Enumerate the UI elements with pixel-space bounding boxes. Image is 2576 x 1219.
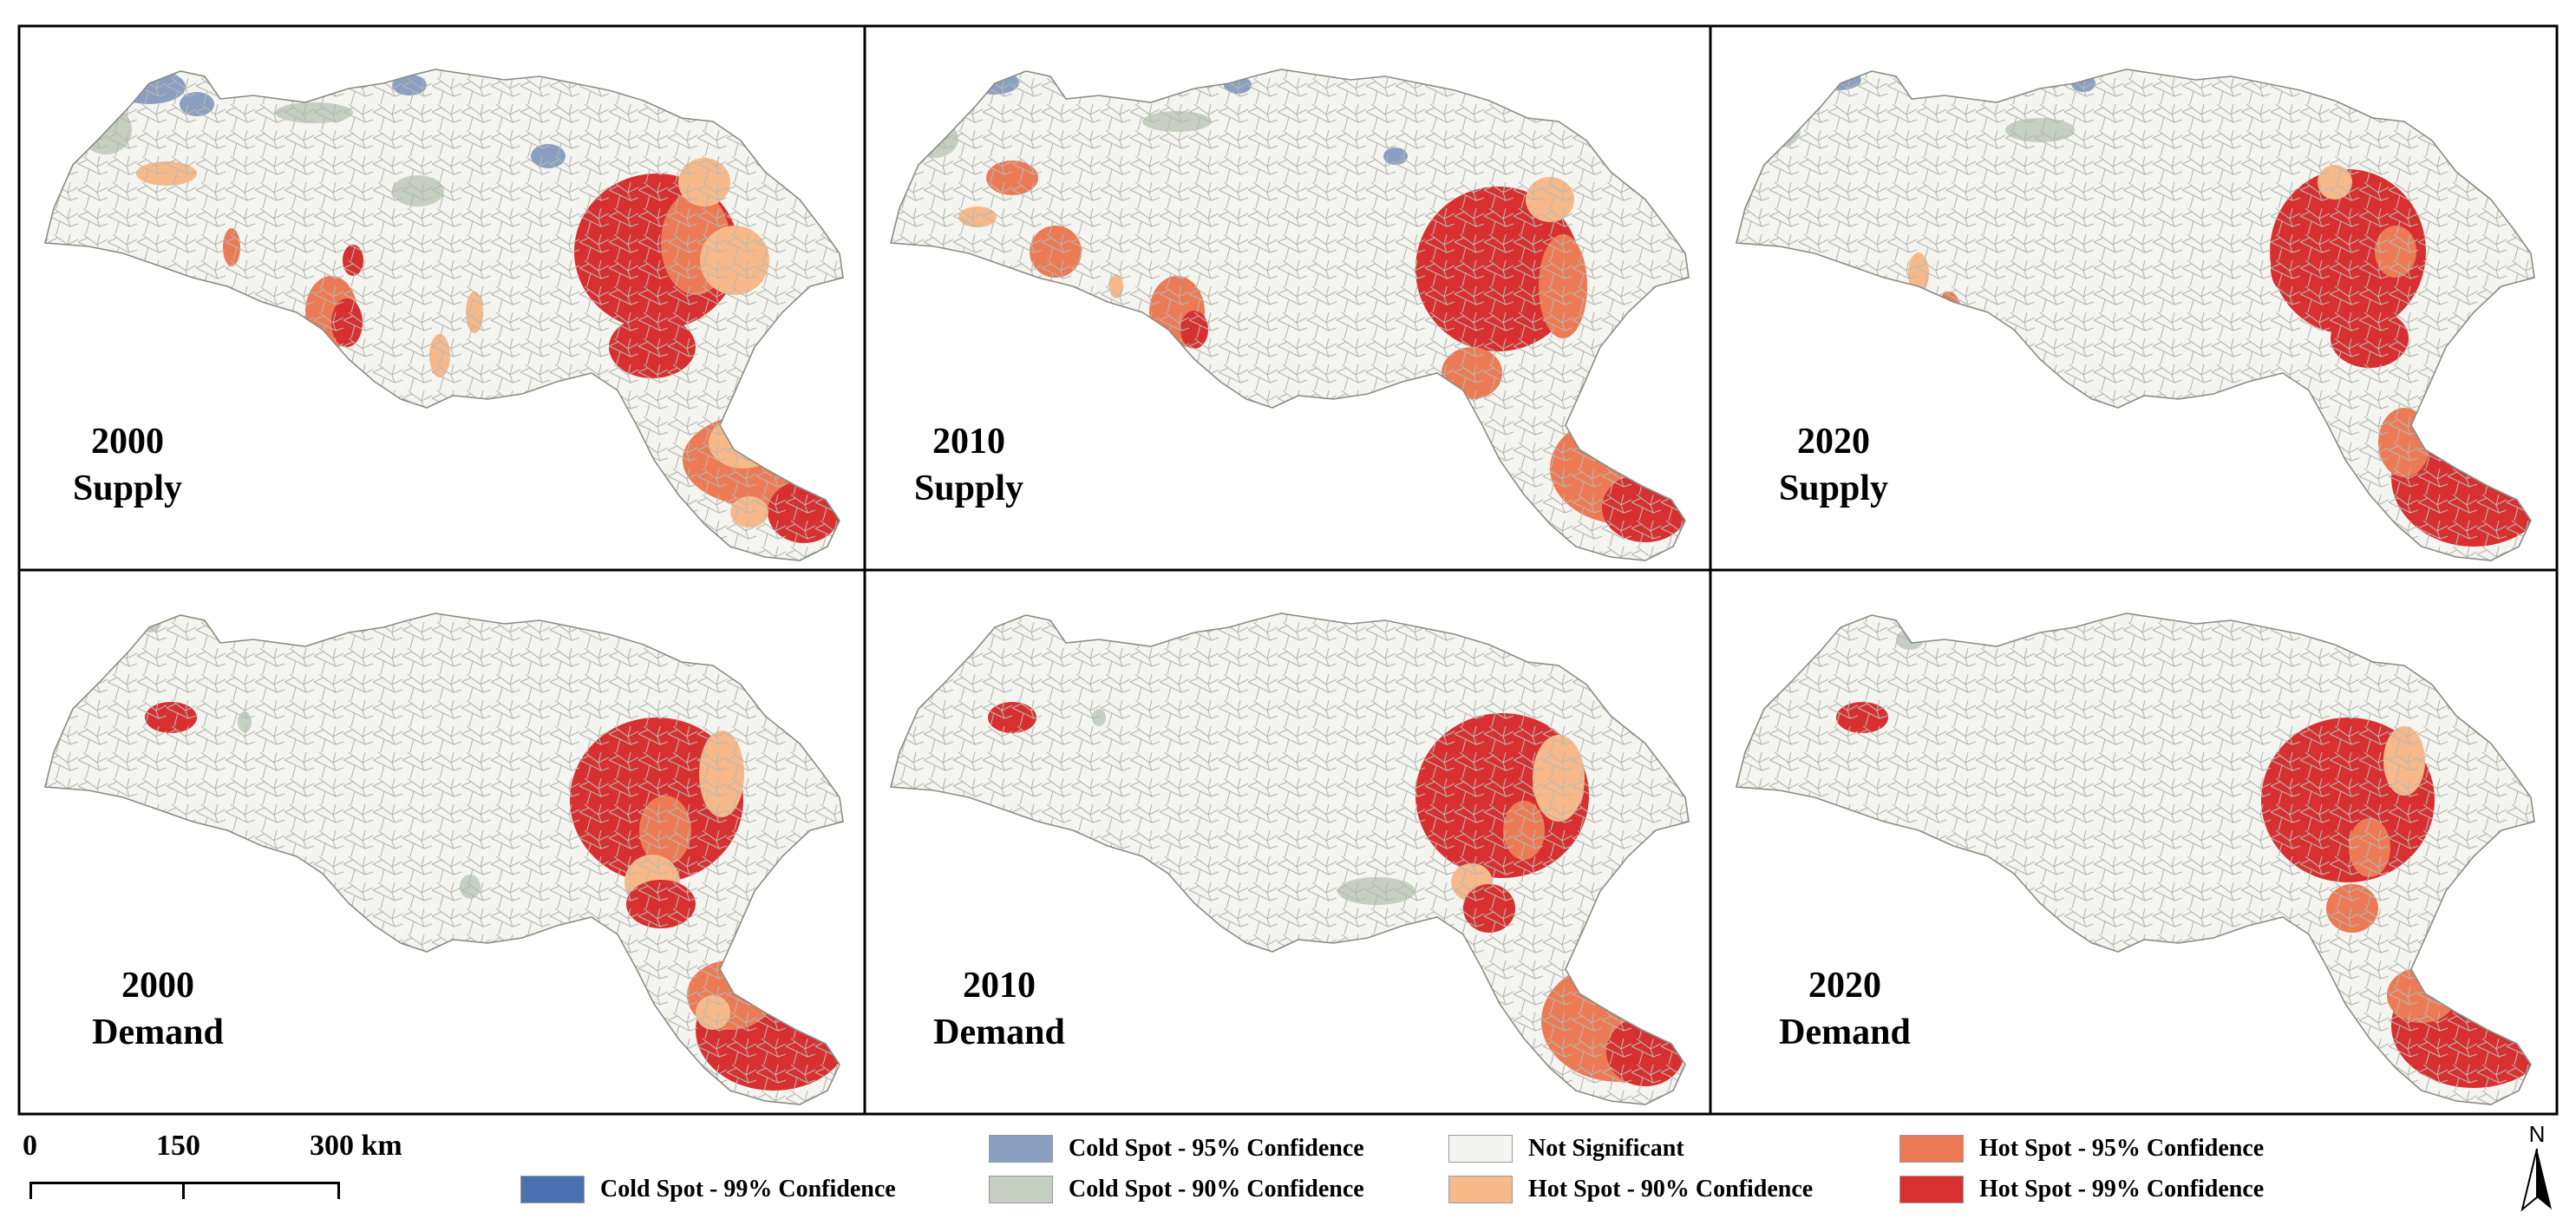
legend-item-hot-99: Hot Spot - 99% Confidence: [1899, 1176, 2264, 1203]
legend-item-cold-99: Cold Spot - 99% Confidence: [520, 1176, 896, 1203]
map-panel-demand-2000: 2000 Demand: [44, 613, 844, 1105]
map-panel-supply-2010: 2010 Supply: [890, 69, 1690, 561]
legend-swatch: [1448, 1176, 1513, 1203]
map-panel-demand-2020: 2020 Demand: [1736, 613, 2535, 1105]
legend-item-cold-90: Cold Spot - 90% Confidence: [989, 1176, 1364, 1203]
legend-label: Hot Spot - 99% Confidence: [1979, 1176, 2265, 1203]
scale-label-150: 150: [156, 1130, 200, 1162]
legend-swatch: [1899, 1135, 1964, 1163]
legend-swatch: [1899, 1176, 1964, 1203]
scale-bar: 0 150 300 km: [19, 1130, 402, 1208]
legend-label: Cold Spot - 90% Confidence: [1069, 1176, 1364, 1203]
legend-swatch: [1448, 1135, 1513, 1163]
scale-line: [29, 1182, 340, 1184]
hotspot-map-grid: 2000 Supply 2010 Supply: [17, 24, 2559, 1116]
panel-year-label: 2020: [1797, 422, 1870, 462]
legend-label: Cold Spot - 99% Confidence: [600, 1176, 896, 1203]
panel-frame-demand-2020: [1709, 568, 2559, 1116]
panel-kind-label: Demand: [933, 1013, 1065, 1052]
legend-item-not-significant: Not Significant: [1448, 1135, 1684, 1163]
legend-label: Hot Spot - 90% Confidence: [1528, 1176, 1814, 1203]
legend-label: Not Significant: [1528, 1135, 1684, 1162]
north-label: N: [2529, 1121, 2546, 1147]
panel-kind-label: Supply: [73, 469, 182, 508]
panel-kind-label: Supply: [1779, 469, 1888, 508]
panel-year-label: 2010: [932, 422, 1005, 462]
panel-kind-label: Supply: [914, 469, 1023, 508]
scale-tick: [29, 1182, 32, 1199]
legend-swatch: [989, 1135, 1053, 1163]
legend-item-hot-95: Hot Spot - 95% Confidence: [1899, 1135, 2264, 1163]
scale-label-0: 0: [23, 1130, 37, 1162]
scale-tick: [337, 1182, 340, 1199]
legend-label: Cold Spot - 95% Confidence: [1069, 1135, 1364, 1162]
panel-year-label: 2000: [91, 422, 164, 462]
panel-year-label: 2010: [963, 966, 1036, 1006]
panel-kind-label: Demand: [92, 1013, 224, 1052]
scale-tick: [182, 1182, 185, 1199]
panel-year-label: 2020: [1808, 966, 1881, 1006]
legend-item-hot-90: Hot Spot - 90% Confidence: [1448, 1176, 1813, 1203]
scale-label-300: 300 km: [310, 1130, 402, 1162]
legend-swatch: [520, 1176, 585, 1203]
legend-item-cold-95: Cold Spot - 95% Confidence: [989, 1135, 1364, 1163]
legend-swatch: [989, 1176, 1053, 1203]
map-panel-supply-2020: 2020 Supply: [1736, 69, 2535, 561]
legend-label: Hot Spot - 95% Confidence: [1979, 1135, 2265, 1162]
panel-kind-label: Demand: [1779, 1013, 1911, 1052]
north-arrow-icon: N: [2520, 1121, 2552, 1212]
map-panel-supply-2000: 2000 Supply: [44, 69, 844, 561]
map-panel-demand-2010: 2010 Demand: [890, 613, 1690, 1105]
panel-year-label: 2000: [121, 966, 194, 1006]
